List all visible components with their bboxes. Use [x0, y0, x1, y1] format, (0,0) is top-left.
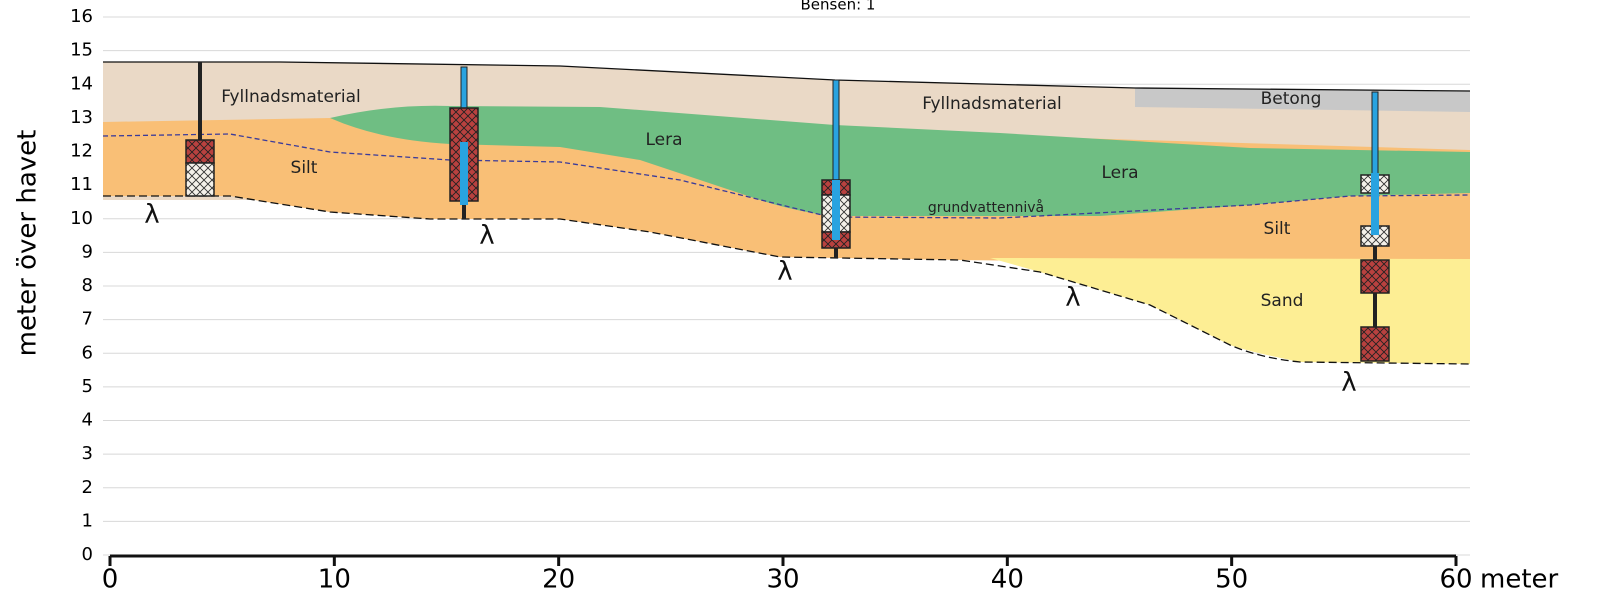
screen [1371, 173, 1379, 235]
y-tick-label: 1 [82, 510, 93, 531]
screen [832, 180, 840, 240]
marker: λ [144, 200, 159, 230]
marker: λ [1341, 368, 1356, 398]
marker: λ [777, 257, 792, 287]
sample-box [1360, 259, 1390, 294]
bedrock-line [103, 195, 1471, 365]
groundwater-line [102, 133, 1471, 219]
layer-label: Fyllnadsmaterial [221, 87, 361, 107]
y-axis-title: meter över havet [13, 130, 43, 357]
y-tick-label: 13 [70, 107, 93, 128]
y-tick-label: 0 [82, 544, 93, 565]
y-tick-label: 6 [82, 342, 93, 363]
layer-label: Fyllnadsmaterial [922, 94, 1062, 114]
x-tick-label: 60 [1439, 565, 1472, 595]
x-tick-label: 50 [1215, 565, 1248, 595]
y-tick-label: 5 [82, 376, 93, 397]
layer-label: grundvattennivå [928, 199, 1044, 216]
y-tick-label: 14 [70, 73, 93, 94]
sample-box [185, 139, 215, 164]
layer-label: Silt [1264, 219, 1291, 239]
marker: λ [479, 221, 494, 251]
layer-label: Sand [1261, 291, 1304, 311]
sand-layer [990, 258, 1470, 364]
y-tick-label: 3 [82, 443, 93, 464]
pipe [832, 79, 840, 181]
chart-title: Bensen: 1 [801, 0, 876, 14]
marker: λ [1065, 283, 1080, 313]
x-tick-label: 10 [318, 565, 351, 595]
layer-label: Lera [1101, 163, 1138, 183]
pipe [460, 66, 468, 109]
x-tick-label: 20 [542, 565, 575, 595]
x-tick-label: 40 [991, 565, 1024, 595]
y-tick-label: 4 [82, 410, 93, 431]
clay-layer [330, 105, 1470, 216]
y-tick-label: 10 [70, 208, 93, 229]
pipe [1371, 91, 1379, 176]
concrete-layer [1135, 88, 1470, 112]
layer-label: Silt [291, 158, 318, 178]
x-tick-label: 30 [766, 565, 799, 595]
layer-label: Betong [1261, 89, 1322, 109]
y-tick-label: 15 [70, 40, 93, 61]
sample-box [1360, 326, 1390, 362]
y-tick-label: 11 [70, 174, 93, 195]
y-tick-label: 16 [70, 6, 93, 27]
sample-box [185, 162, 215, 197]
y-tick-label: 8 [82, 275, 93, 296]
y-tick-label: 7 [82, 309, 93, 330]
surface-line [103, 61, 1471, 92]
y-tick-label: 12 [70, 141, 93, 162]
x-tick-label: 0 [102, 565, 119, 595]
boreholes [185, 62, 1390, 362]
layers [102, 61, 1471, 365]
y-tick-label: 9 [82, 241, 93, 262]
layer-label: Lera [645, 130, 682, 150]
x-axis-title: meter [1480, 565, 1559, 595]
y-tick-label: 2 [82, 477, 93, 498]
screen [460, 142, 468, 205]
